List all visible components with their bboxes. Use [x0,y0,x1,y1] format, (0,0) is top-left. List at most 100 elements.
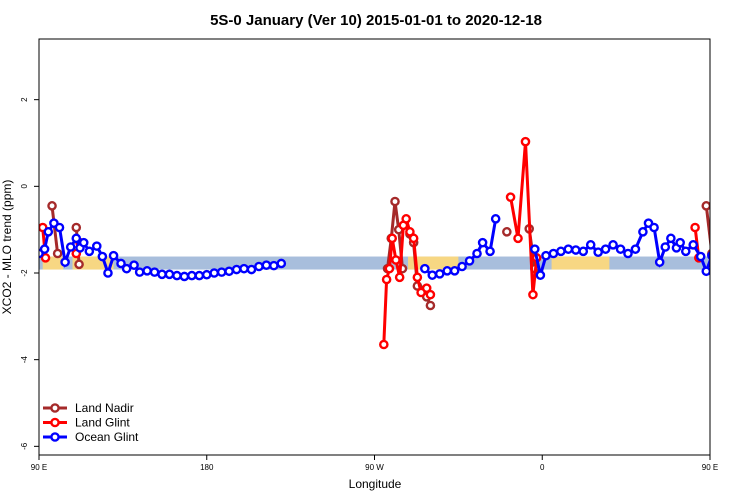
data-point-ocean-glint [194,270,205,281]
data-point-ocean-glint [716,261,723,268]
data-point-ocean-glint [231,264,242,275]
legend-item-ocean-glint: Ocean Glint [43,430,139,444]
data-point-ocean-glint [54,222,65,233]
data-point-land-glint [725,250,732,257]
data-point-ocean-glint [548,248,559,259]
data-point-land-nadir [725,224,732,231]
legend-marker [50,417,60,428]
data-point-ocean-glint [660,242,671,252]
series-land-glint [39,136,736,350]
data-point-ocean-glint [434,269,445,279]
data-point-ocean-glint [187,270,197,281]
data-point-ocean-glint [224,266,234,277]
data-point-ocean-glint [600,244,611,254]
data-point-ocean-glint [535,270,546,280]
x-tick-label: 0 [540,463,545,472]
data-point-land-glint [391,255,401,265]
legend-label: Land Glint [75,416,130,430]
y-axis: 2 0 -2 -4 -6 [20,97,39,450]
data-point-land-glint [40,253,51,263]
data-point-ocean-glint [649,222,659,233]
data-point-land-glint [379,339,389,350]
x-tick-label: 90 E [702,463,718,472]
series-line-land-glint [729,243,733,254]
data-point-land-glint [528,289,538,300]
series-line-land-nadir [704,205,710,251]
y-tick-label: -4 [20,356,29,364]
data-point-land-glint [520,136,531,147]
data-point-ocean-glint [269,260,279,271]
legend-item-land-glint: Land Glint [43,416,130,430]
series-ocean-glint [39,214,728,282]
data-point-ocean-glint [485,246,495,257]
data-point-ocean-glint [608,240,618,250]
data-point-ocean-glint [116,258,126,269]
data-point-land-glint [387,233,398,244]
data-point-ocean-glint [563,244,574,254]
y-tick-label: -6 [20,442,29,450]
data-point-land-glint [401,214,411,224]
data-point-ocean-glint [623,248,633,259]
x-axis-label: Longitude [349,477,402,491]
data-point-land-glint [381,274,392,285]
y-tick-label: -2 [20,269,29,277]
data-point-ocean-glint [172,270,182,281]
data-point-ocean-glint [179,271,190,282]
data-point-ocean-glint [103,268,113,278]
legend-label: Land Nadir [75,401,134,415]
y-tick-label: 0 [20,184,29,189]
data-point-ocean-glint [43,227,54,237]
legend-marker [50,432,60,442]
data-point-land-glint [384,263,395,274]
data-point-ocean-glint [529,244,540,254]
data-point-ocean-glint [701,266,710,277]
data-point-ocean-glint [97,251,108,262]
data-point-ocean-glint [149,267,160,277]
data-point-ocean-glint [442,266,452,276]
data-point-ocean-glint [65,242,76,252]
data-point-ocean-glint [121,263,132,274]
data-point-land-nadir [502,227,512,237]
data-point-ocean-glint [134,267,145,277]
chart-title: 5S-0 January (Ver 10) 2015-01-01 to 2020… [210,12,542,29]
data-point-land-nadir [390,196,400,207]
data-point-ocean-glint [464,256,475,266]
data-point-ocean-glint [246,264,257,275]
data-point-ocean-glint [477,237,488,248]
data-point-ocean-glint [593,247,603,257]
data-point-ocean-glint [108,250,119,261]
data-point-ocean-glint [666,233,676,244]
data-point-land-nadir [71,222,82,233]
data-point-ocean-glint [688,240,699,250]
data-point-land-glint [513,233,523,244]
data-point-land-glint [690,222,700,233]
legend-label: Ocean Glint [75,430,139,444]
data-point-land-glint [729,239,736,246]
data-point-ocean-glint [216,267,227,277]
y-tick-label: 2 [20,97,29,102]
data-point-ocean-glint [578,246,589,257]
land-band [551,256,610,270]
data-point-ocean-glint [630,244,641,254]
legend-marker [50,403,60,413]
y-axis-label: XCO2 - MLO trend (ppm) [0,180,14,315]
data-point-ocean-glint [261,260,272,271]
x-axis: 90 E 180 90 W 0 90 E [31,455,718,472]
data-point-land-glint [394,272,405,283]
data-point-ocean-glint [490,214,501,224]
series-line-land-nadir [729,228,732,265]
data-point-ocean-glint [91,241,102,251]
data-point-ocean-glint [164,269,175,280]
data-point-ocean-glint [721,265,728,272]
x-tick-label: 90 E [31,463,47,472]
data-point-ocean-glint [276,258,287,269]
data-point-land-glint [505,192,516,202]
data-point-ocean-glint [157,269,167,280]
series-line-land-glint [509,141,539,295]
data-point-land-nadir [425,300,436,311]
data-point-ocean-glint [654,257,665,267]
data-point-ocean-glint [675,237,685,248]
data-point-ocean-glint [615,244,626,254]
series-line-land-nadir [50,205,60,254]
